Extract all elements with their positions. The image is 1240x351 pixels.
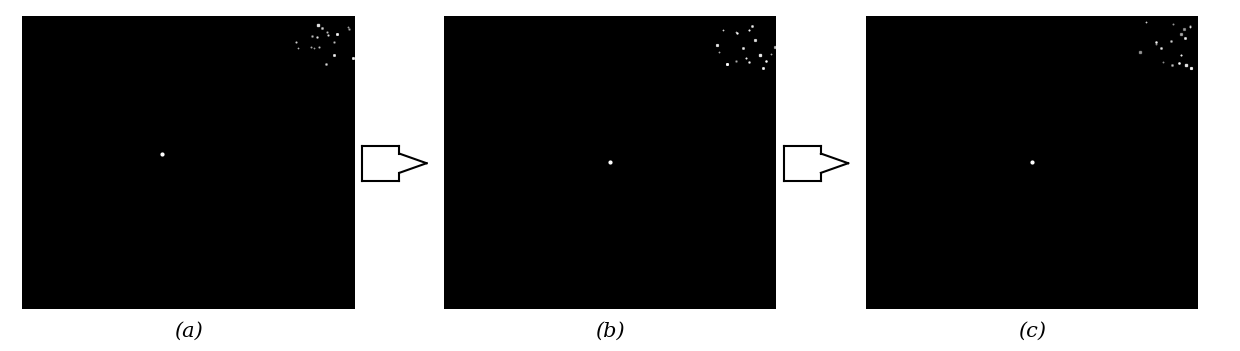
Text: (a): (a) xyxy=(174,322,203,341)
Bar xyxy=(784,146,821,181)
Polygon shape xyxy=(821,154,848,173)
Bar xyxy=(362,146,399,181)
Bar xyxy=(866,16,1198,309)
Text: (b): (b) xyxy=(595,322,625,341)
Bar xyxy=(22,16,355,309)
Polygon shape xyxy=(399,154,427,173)
Text: (c): (c) xyxy=(1018,322,1045,341)
Bar xyxy=(444,16,776,309)
